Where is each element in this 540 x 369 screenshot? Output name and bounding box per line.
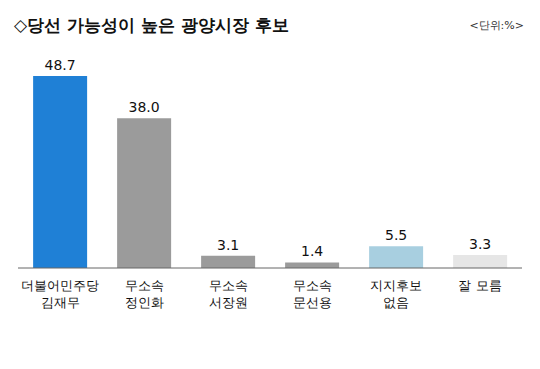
svg-text:5.5: 5.5 bbox=[385, 227, 407, 243]
svg-text:3.3: 3.3 bbox=[469, 236, 491, 252]
svg-text:1.4: 1.4 bbox=[301, 243, 323, 259]
svg-text:38.0: 38.0 bbox=[129, 99, 160, 115]
svg-text:잘 모름: 잘 모름 bbox=[458, 278, 501, 293]
svg-text:무소속문선용: 무소속문선용 bbox=[293, 278, 332, 310]
svg-text:48.7: 48.7 bbox=[45, 57, 76, 73]
svg-text:더불어민주당김재무: 더불어민주당김재무 bbox=[21, 278, 99, 310]
svg-text:3.1: 3.1 bbox=[217, 237, 239, 253]
svg-text:무소속정인화: 무소속정인화 bbox=[125, 278, 164, 310]
svg-text:지지후보없음: 지지후보없음 bbox=[370, 278, 422, 310]
html-text:◇당선 가능성이 높은 광양시장 후보: ◇당선 가능성이 높은 광양시장 후보 bbox=[14, 15, 289, 35]
html-text:<단위:%>: <단위:%> bbox=[469, 19, 524, 32]
svg-text:무소속서장원: 무소속서장원 bbox=[209, 278, 248, 310]
